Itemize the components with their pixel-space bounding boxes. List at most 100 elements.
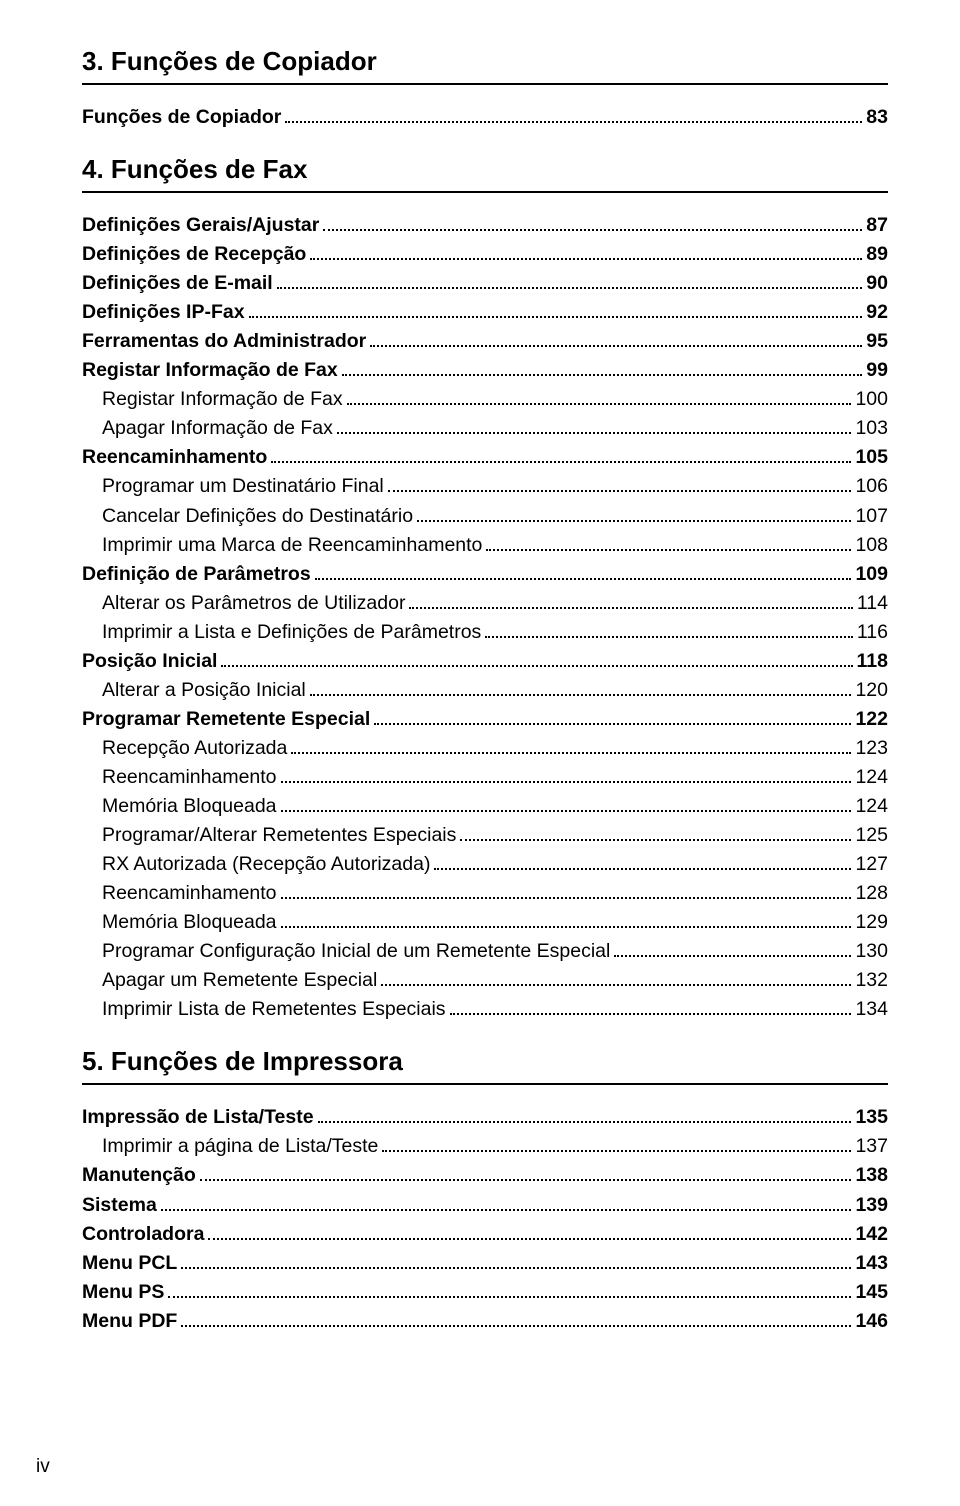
toc-row[interactable]: Registar Informação de Fax 99 bbox=[82, 356, 888, 385]
toc-entry-label: Menu PS bbox=[82, 1278, 164, 1307]
toc-row[interactable]: RX Autorizada (Recepção Autorizada) 127 bbox=[102, 850, 888, 879]
toc-row[interactable]: Posição Inicial118 bbox=[82, 647, 888, 676]
toc-entry-label: Apagar Informação de Fax bbox=[102, 414, 333, 443]
toc-row[interactable]: Programar Configuração Inicial de um Rem… bbox=[102, 937, 888, 966]
dot-leader bbox=[208, 1238, 851, 1240]
toc-row[interactable]: Memória Bloqueada129 bbox=[102, 908, 888, 937]
dot-leader bbox=[382, 1150, 851, 1152]
toc-row[interactable]: Apagar Informação de Fax 103 bbox=[102, 414, 888, 443]
toc-entry-label: Apagar um Remetente Especial bbox=[102, 966, 377, 995]
toc-entry-page: 90 bbox=[866, 269, 888, 298]
dot-leader bbox=[434, 868, 851, 870]
section-divider bbox=[82, 191, 888, 193]
toc-entry-page: 108 bbox=[855, 531, 888, 560]
toc-entry-page: 99 bbox=[866, 356, 888, 385]
toc-entry-label: Imprimir a Lista e Definições de Parâmet… bbox=[102, 618, 481, 647]
dot-leader bbox=[323, 229, 862, 231]
toc-row[interactable]: Menu PCL143 bbox=[82, 1249, 888, 1278]
toc-entry-page: 132 bbox=[855, 966, 888, 995]
toc-entry-page: 83 bbox=[866, 103, 888, 132]
toc-entry-page: 89 bbox=[866, 240, 888, 269]
toc-entry-label: Imprimir uma Marca de Reencaminhamento bbox=[102, 531, 482, 560]
toc-row[interactable]: Funções de Copiador 83 bbox=[82, 103, 888, 132]
dot-leader bbox=[281, 897, 852, 899]
toc-row[interactable]: Sistema139 bbox=[82, 1191, 888, 1220]
toc-row[interactable]: Definições IP-Fax92 bbox=[82, 298, 888, 327]
toc-entry-page: 109 bbox=[855, 560, 888, 589]
dot-leader bbox=[221, 665, 852, 667]
toc-entry-page: 114 bbox=[857, 589, 888, 618]
toc-entry-label: Ferramentas do Administrador bbox=[82, 327, 366, 356]
toc-row[interactable]: Definições de Recepção89 bbox=[82, 240, 888, 269]
toc-row[interactable]: Imprimir a página de Lista/Teste137 bbox=[102, 1132, 888, 1161]
toc-entry-page: 137 bbox=[855, 1132, 888, 1161]
dot-leader bbox=[181, 1325, 851, 1327]
dot-leader bbox=[460, 839, 851, 841]
toc-entry-label: Controladora bbox=[82, 1220, 204, 1249]
toc-row[interactable]: Apagar um Remetente Especial 132 bbox=[102, 966, 888, 995]
section-title: 4. Funções de Fax bbox=[82, 154, 888, 185]
toc-entry-page: 118 bbox=[857, 647, 888, 676]
toc-row[interactable]: Reencaminhamento 105 bbox=[82, 443, 888, 472]
dot-leader bbox=[281, 926, 852, 928]
dot-leader bbox=[417, 520, 851, 522]
toc-row[interactable]: Manutenção138 bbox=[82, 1161, 888, 1190]
toc-entry-label: Memória Bloqueada bbox=[102, 792, 277, 821]
toc-entry-page: 127 bbox=[855, 850, 888, 879]
dot-leader bbox=[388, 490, 852, 492]
toc-entry-page: 116 bbox=[857, 618, 888, 647]
toc-content: 3. Funções de Copiador Funções de Copiado… bbox=[82, 46, 888, 1336]
footer-page-number: iv bbox=[36, 1456, 50, 1478]
toc-row[interactable]: Programar Remetente Especial122 bbox=[82, 705, 888, 734]
toc-entry-page: 92 bbox=[866, 298, 888, 327]
toc-row[interactable]: Definição de Parâmetros 109 bbox=[82, 560, 888, 589]
toc-row[interactable]: Recepção Autorizada123 bbox=[102, 734, 888, 763]
toc-entry-label: Reencaminhamento bbox=[82, 443, 267, 472]
toc-row[interactable]: Reencaminhamento128 bbox=[102, 879, 888, 908]
document-page: 3. Funções de Copiador Funções de Copiado… bbox=[0, 0, 960, 1506]
toc-entry-page: 103 bbox=[855, 414, 888, 443]
toc-entry-label: Programar/Alterar Remetentes Especiais bbox=[102, 821, 456, 850]
toc-row[interactable]: Imprimir uma Marca de Reencaminhamento 10… bbox=[102, 531, 888, 560]
toc-row[interactable]: Programar um Destinatário Final106 bbox=[102, 472, 888, 501]
toc-row[interactable]: Cancelar Definições do Destinatário107 bbox=[102, 502, 888, 531]
toc-row[interactable]: Menu PS 145 bbox=[82, 1278, 888, 1307]
toc-entry-label: RX Autorizada (Recepção Autorizada) bbox=[102, 850, 430, 879]
toc-row[interactable]: Imprimir Lista de Remetentes Especiais 13… bbox=[102, 995, 888, 1024]
toc-entry-label: Definição de Parâmetros bbox=[82, 560, 311, 589]
dot-leader bbox=[370, 345, 862, 347]
toc-entry-label: Funções de Copiador bbox=[82, 103, 281, 132]
toc-row[interactable]: Reencaminhamento124 bbox=[102, 763, 888, 792]
dot-leader bbox=[277, 287, 863, 289]
dot-leader bbox=[450, 1013, 852, 1015]
toc-row[interactable]: Alterar os Parâmetros de Utilizador114 bbox=[102, 589, 888, 618]
toc-entry-label: Imprimir Lista de Remetentes Especiais bbox=[102, 995, 446, 1024]
toc-row[interactable]: Ferramentas do Administrador95 bbox=[82, 327, 888, 356]
toc-row[interactable]: Alterar a Posição Inicial120 bbox=[102, 676, 888, 705]
toc-entry-label: Registar Informação de Fax bbox=[82, 356, 338, 385]
toc-entry-page: 145 bbox=[855, 1278, 888, 1307]
toc-row[interactable]: Programar/Alterar Remetentes Especiais12… bbox=[102, 821, 888, 850]
dot-leader bbox=[161, 1209, 852, 1211]
dot-leader bbox=[168, 1296, 851, 1298]
toc-row[interactable]: Memória Bloqueada124 bbox=[102, 792, 888, 821]
toc-row[interactable]: Definições Gerais/Ajustar87 bbox=[82, 211, 888, 240]
dot-leader bbox=[310, 694, 852, 696]
toc-entry-label: Programar Remetente Especial bbox=[82, 705, 370, 734]
toc-entry-page: 134 bbox=[855, 995, 888, 1024]
dot-leader bbox=[342, 374, 863, 376]
toc-row[interactable]: Registar Informação de Fax100 bbox=[102, 385, 888, 414]
dot-leader bbox=[318, 1121, 852, 1123]
toc-entry-label: Recepção Autorizada bbox=[102, 734, 287, 763]
toc-row[interactable]: Definições de E-mail90 bbox=[82, 269, 888, 298]
toc-section: 3. Funções de Copiador Funções de Copiado… bbox=[82, 46, 888, 132]
toc-row[interactable]: Controladora142 bbox=[82, 1220, 888, 1249]
toc-entry-label: Reencaminhamento bbox=[102, 763, 277, 792]
section-title: 3. Funções de Copiador bbox=[82, 46, 888, 77]
toc-row[interactable]: Imprimir a Lista e Definições de Parâmet… bbox=[102, 618, 888, 647]
toc-row[interactable]: Impressão de Lista/Teste135 bbox=[82, 1103, 888, 1132]
toc-entry-label: Programar Configuração Inicial de um Rem… bbox=[102, 937, 610, 966]
dot-leader bbox=[271, 461, 851, 463]
toc-entry-page: 105 bbox=[855, 443, 888, 472]
toc-row[interactable]: Menu PDF146 bbox=[82, 1307, 888, 1336]
